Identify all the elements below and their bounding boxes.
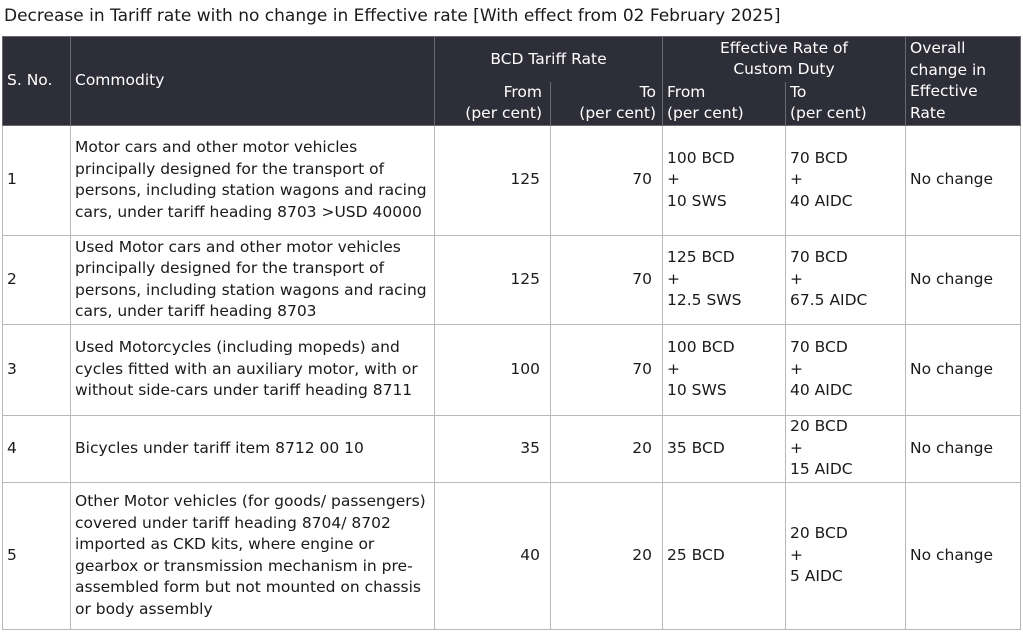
- header-overall-line4: Rate: [910, 103, 946, 122]
- header-effective-rate-line2: Custom Duty: [733, 60, 835, 79]
- cell-eff-from: 100 BCD + 10 SWS: [662, 124, 786, 236]
- cell-overall: No change: [905, 414, 1021, 483]
- header-eff-to: To (per cent): [785, 81, 906, 126]
- cell-sno: 3: [2, 323, 71, 416]
- cell-commodity: Bicycles under tariff item 8712 00 10: [70, 414, 435, 483]
- table-row: 4 Bicycles under tariff item 8712 00 10 …: [2, 414, 1021, 483]
- cell-bcd-to: 20: [550, 481, 663, 630]
- cell-bcd-from: 125: [434, 234, 551, 325]
- header-overall-line1: Overall: [910, 39, 966, 57]
- cell-bcd-from: 125: [434, 124, 551, 236]
- cell-sno: 4: [2, 414, 71, 483]
- table-row: 3 Used Motorcycles (including mopeds) an…: [2, 323, 1021, 416]
- cell-bcd-from: 40: [434, 481, 551, 630]
- table-title: Decrease in Tariff rate with no change i…: [4, 6, 781, 26]
- cell-eff-from: 25 BCD: [662, 481, 786, 630]
- header-sno: S. No.: [2, 36, 71, 126]
- header-bcd-to: To (per cent): [550, 81, 663, 126]
- cell-commodity: Other Motor vehicles (for goods/ passeng…: [70, 481, 435, 630]
- cell-commodity: Motor cars and other motor vehicles prin…: [70, 124, 435, 236]
- header-overall-change: Overall change in Effective Rate: [905, 36, 1021, 126]
- cell-eff-from: 125 BCD + 12.5 SWS: [662, 234, 786, 325]
- cell-bcd-to: 70: [550, 234, 663, 325]
- cell-bcd-to: 70: [550, 124, 663, 236]
- cell-eff-to: 70 BCD + 40 AIDC: [785, 124, 906, 236]
- table-body: 1 Motor cars and other motor vehicles pr…: [2, 124, 1021, 630]
- tariff-table: S. No. Commodity BCD Tariff Rate Effecti…: [2, 36, 1021, 630]
- header-bcd-from: From (per cent): [434, 81, 551, 126]
- cell-eff-to: 70 BCD + 40 AIDC: [785, 323, 906, 416]
- cell-eff-from: 100 BCD + 10 SWS: [662, 323, 786, 416]
- header-eff-from: From (per cent): [662, 81, 786, 126]
- table-row: 5 Other Motor vehicles (for goods/ passe…: [2, 481, 1021, 630]
- cell-sno: 2: [2, 234, 71, 325]
- cell-bcd-to: 70: [550, 323, 663, 416]
- cell-sno: 5: [2, 481, 71, 630]
- header-overall-line2: change in: [910, 60, 987, 79]
- cell-commodity: Used Motorcycles (including mopeds) and …: [70, 323, 435, 416]
- cell-eff-to: 70 BCD + 67.5 AIDC: [785, 234, 906, 325]
- cell-bcd-from: 100: [434, 323, 551, 416]
- cell-bcd-to: 20: [550, 414, 663, 483]
- cell-overall: No change: [905, 323, 1021, 416]
- cell-overall: No change: [905, 481, 1021, 630]
- cell-eff-from: 35 BCD: [662, 414, 786, 483]
- header-overall-line3: Effective: [910, 82, 978, 100]
- table-row: 1 Motor cars and other motor vehicles pr…: [2, 124, 1021, 236]
- header-effective-rate: Effective Rate of Custom Duty: [662, 36, 906, 82]
- table-header: S. No. Commodity BCD Tariff Rate Effecti…: [2, 36, 1021, 126]
- cell-sno: 1: [2, 124, 71, 236]
- cell-overall: No change: [905, 234, 1021, 325]
- cell-eff-to: 20 BCD + 15 AIDC: [785, 414, 906, 483]
- cell-bcd-from: 35: [434, 414, 551, 483]
- header-effective-rate-line1: Effective Rate of: [720, 38, 848, 57]
- cell-commodity: Used Motor cars and other motor vehicles…: [70, 234, 435, 325]
- table-row: 2 Used Motor cars and other motor vehicl…: [2, 234, 1021, 325]
- cell-eff-to: 20 BCD + 5 AIDC: [785, 481, 906, 630]
- header-commodity: Commodity: [70, 36, 435, 126]
- cell-overall: No change: [905, 124, 1021, 236]
- header-bcd-tariff-rate: BCD Tariff Rate: [434, 36, 663, 82]
